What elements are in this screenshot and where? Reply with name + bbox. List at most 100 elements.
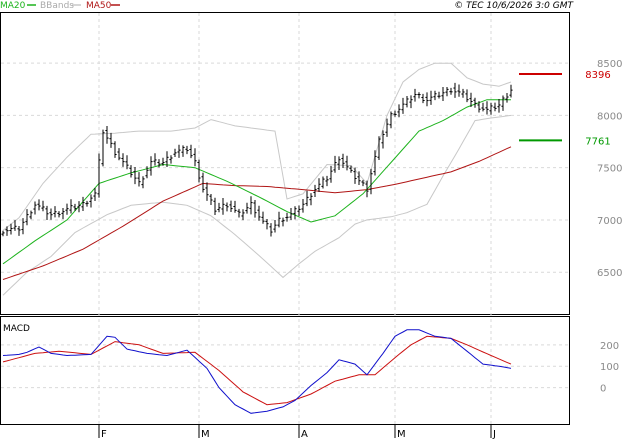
price-bar	[209, 193, 213, 206]
price-bar	[165, 151, 169, 167]
price-bar	[229, 200, 233, 213]
price-bar	[157, 159, 161, 168]
price-bar	[57, 211, 61, 218]
price-bar	[433, 90, 437, 101]
macd-tick-label: 100	[600, 362, 619, 373]
price-bar	[437, 91, 441, 99]
price-bar	[249, 196, 253, 215]
price-bar	[161, 157, 165, 166]
price-bar	[217, 202, 221, 213]
month-label: M	[201, 429, 210, 440]
price-bar	[265, 218, 269, 230]
price-bar	[105, 125, 109, 144]
price-bar	[169, 155, 173, 164]
price-bar	[277, 211, 281, 228]
price-bar	[233, 200, 237, 213]
price-bar	[177, 144, 181, 158]
price-bar	[405, 96, 409, 108]
price-bar	[285, 212, 289, 222]
price-bar	[77, 201, 81, 213]
price-bar	[421, 93, 425, 104]
price-bar	[85, 200, 89, 207]
price-tick-label: 7000	[597, 216, 622, 227]
price-bar	[313, 184, 317, 197]
price-bar	[41, 200, 45, 212]
macd-grid: 0 100 200	[1, 341, 619, 395]
price-bar	[365, 180, 369, 198]
price-bar	[445, 86, 449, 97]
price-bar	[149, 156, 153, 176]
price-bar	[61, 207, 65, 220]
price-bar	[325, 175, 329, 187]
price-bar	[53, 206, 57, 218]
price-bar	[497, 99, 501, 113]
price-bar	[341, 153, 345, 168]
price-bar	[261, 211, 265, 224]
price-bar	[305, 190, 309, 207]
price-bar	[193, 148, 197, 167]
legend-ma50: MA50	[86, 1, 112, 11]
price-bar	[253, 199, 257, 218]
price-bar	[89, 194, 93, 208]
price-bar	[465, 89, 469, 103]
marker-label: 7761	[585, 136, 610, 147]
price-bar	[245, 202, 249, 214]
price-bar	[293, 206, 297, 220]
price-bar	[481, 102, 485, 112]
month-label: F	[101, 429, 107, 440]
price-bar	[489, 102, 493, 115]
price-bar	[505, 93, 509, 103]
price-bar	[369, 168, 373, 195]
price-bar	[393, 110, 397, 117]
price-bar	[81, 196, 85, 212]
price-bar	[125, 155, 129, 170]
month-label: M	[397, 429, 406, 440]
price-bar	[485, 101, 489, 115]
bb-upper-line	[2, 62, 512, 231]
marker-label: 8396	[585, 70, 610, 81]
moving-averages	[2, 99, 512, 280]
price-bar	[17, 225, 21, 236]
price-bar	[321, 176, 325, 189]
price-bar	[153, 153, 157, 166]
macd-lines	[2, 329, 512, 414]
price-bar	[49, 208, 53, 220]
price-bar	[509, 84, 513, 98]
macd-title: MACD	[3, 324, 30, 334]
price-bar	[9, 223, 13, 235]
price-bar	[457, 84, 461, 97]
price-bar	[477, 101, 481, 113]
price-markers: 8396 7761	[519, 70, 611, 147]
price-bar	[397, 104, 401, 118]
price-bar	[377, 136, 381, 160]
ma50-line	[2, 146, 512, 280]
price-bar	[349, 165, 353, 173]
price-bar	[21, 218, 25, 235]
macd-line	[2, 329, 512, 414]
price-bar	[337, 156, 341, 171]
price-bar	[65, 203, 69, 215]
price-bar	[189, 144, 193, 159]
price-bar	[345, 155, 349, 171]
bb-lower-line	[2, 114, 512, 296]
price-bar	[133, 167, 137, 185]
price-bar	[197, 159, 201, 183]
ma20-line	[2, 99, 511, 265]
macd-tick-label: 0	[600, 384, 606, 395]
price-bar	[449, 87, 453, 95]
price-bar	[417, 92, 421, 99]
price-bar	[381, 130, 385, 149]
price-bar	[353, 167, 357, 184]
price-bar	[281, 217, 285, 227]
price-bar	[13, 220, 17, 231]
price-bar	[121, 153, 125, 167]
price-bar	[129, 165, 133, 178]
price-bar	[173, 148, 177, 158]
price-bar	[389, 111, 393, 129]
price-grid: 6500 7000 7500 8000 8500	[1, 59, 622, 279]
copyright: © TEC 10/6/2026 3:0 GMT	[454, 1, 574, 11]
price-bar	[181, 145, 185, 157]
price-bar	[97, 153, 101, 198]
price-bar	[93, 187, 97, 201]
